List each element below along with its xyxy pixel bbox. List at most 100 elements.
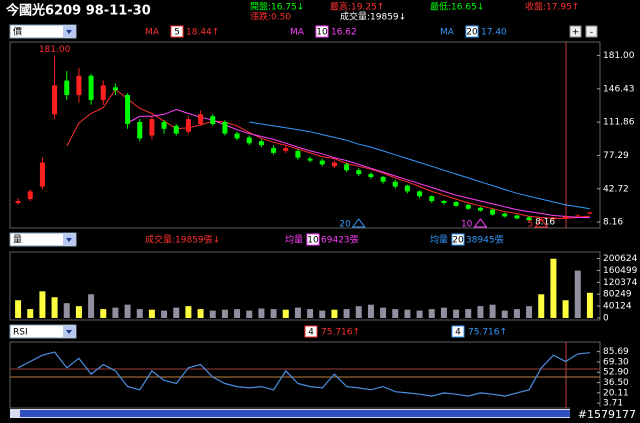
low-annotation: 8.16 — [535, 218, 555, 228]
selector[interactable]: 量 — [13, 235, 22, 246]
selector[interactable]: 價 — [13, 27, 22, 38]
ma-line — [127, 108, 590, 219]
selector-box[interactable] — [9, 232, 77, 247]
volume-bar — [586, 292, 593, 318]
ma-line — [66, 88, 590, 219]
candle-body — [575, 215, 581, 217]
candle-body — [550, 217, 556, 220]
period-marker-label: 20 — [339, 220, 351, 230]
candle-body — [465, 204, 471, 209]
volume-bar — [100, 309, 107, 318]
period: 10 — [307, 236, 319, 246]
period-box — [451, 325, 465, 338]
y-tick-label: 160499 — [603, 266, 638, 276]
volume-bar — [148, 309, 155, 318]
candle-body — [137, 122, 143, 139]
candle-body — [587, 212, 593, 214]
volume-bar — [574, 270, 581, 318]
volume-bar — [513, 309, 520, 318]
candle-body — [100, 85, 106, 100]
stat: 最高:19.25↑ — [330, 1, 384, 13]
selector-box[interactable] — [9, 24, 77, 39]
y-tick-label: 120374 — [603, 278, 638, 288]
volume-bar — [294, 307, 301, 318]
candle-body — [526, 217, 532, 221]
volume-bar — [51, 297, 58, 318]
scroll-thumb[interactable] — [20, 410, 590, 417]
volume-bar — [562, 300, 569, 318]
candle-body — [331, 162, 337, 167]
volume-bar — [270, 309, 277, 318]
volume-frame — [9, 251, 601, 321]
candle-body — [441, 201, 447, 203]
rsi-line — [17, 351, 590, 397]
volume-bar — [173, 307, 180, 318]
period-box — [451, 233, 465, 246]
volume-bar — [489, 304, 496, 318]
candle-body — [39, 162, 45, 187]
stat: 成交量:19859↓ — [340, 11, 406, 23]
volume-bar — [185, 306, 192, 318]
period-box — [315, 25, 329, 38]
period-box — [306, 233, 320, 246]
zoom-button[interactable] — [585, 25, 598, 38]
y-tick-label: 3.71 — [603, 399, 623, 409]
zoom-button[interactable] — [569, 25, 582, 38]
y-tick-label: 52.90 — [603, 368, 629, 378]
candle-body — [52, 85, 58, 115]
volume-bar — [124, 304, 131, 318]
legend-value: 17.40 — [481, 28, 507, 38]
candle-body — [88, 75, 94, 100]
candle-body — [283, 148, 289, 151]
selector-box[interactable] — [9, 324, 77, 339]
candle-body — [380, 176, 386, 182]
candle-body — [234, 133, 240, 139]
volume-bar — [416, 310, 423, 318]
volume-bar — [112, 307, 119, 318]
legend-name: 均量 — [285, 234, 303, 246]
legend-value: 75.716↑ — [321, 328, 360, 338]
stat: 漲跌:0.50 — [250, 12, 291, 23]
candle-body — [344, 164, 350, 171]
volume-bar — [197, 309, 204, 318]
period-marker-label: 5 — [528, 220, 534, 230]
volume-bar — [465, 309, 472, 318]
volume-bar — [246, 310, 253, 318]
candle-body — [258, 141, 264, 146]
volume-bar — [63, 303, 70, 318]
candle-body — [368, 174, 374, 177]
volume-bar — [136, 309, 143, 318]
candle-body — [319, 160, 325, 165]
volume-bar — [367, 304, 374, 318]
y-tick-label: 80249 — [603, 290, 632, 300]
y-tick-label: 0 — [603, 314, 609, 324]
volume-bar — [161, 310, 168, 318]
zoom-label[interactable]: + — [572, 28, 580, 38]
candle-body — [356, 170, 362, 175]
dropdown-arrow — [66, 330, 72, 334]
candle-body — [563, 216, 569, 219]
y-tick-label: 36.50 — [603, 378, 629, 388]
zoom-label[interactable]: - — [590, 28, 593, 38]
candle-body — [112, 87, 118, 91]
y-tick-label: 69.30 — [603, 357, 629, 367]
selector[interactable]: RSI — [13, 328, 28, 338]
title: 今國光6209 98-11-30 — [5, 3, 151, 19]
period-marker — [473, 218, 488, 228]
candle-body — [477, 207, 483, 211]
volume-bar — [380, 307, 387, 318]
candle-body — [76, 75, 82, 96]
volume-bar — [75, 306, 82, 318]
volume-bar — [307, 309, 314, 318]
footer: #1579177 — [578, 408, 636, 421]
y-tick-label: 181.00 — [603, 51, 635, 61]
footer-bg — [570, 407, 640, 423]
legend-name: MA — [145, 28, 160, 38]
legend-name: MA — [440, 28, 455, 38]
volume-bar — [234, 309, 241, 318]
candle-body — [392, 181, 398, 187]
volume-bar — [538, 294, 545, 318]
y-tick-label: 40124 — [603, 302, 632, 312]
